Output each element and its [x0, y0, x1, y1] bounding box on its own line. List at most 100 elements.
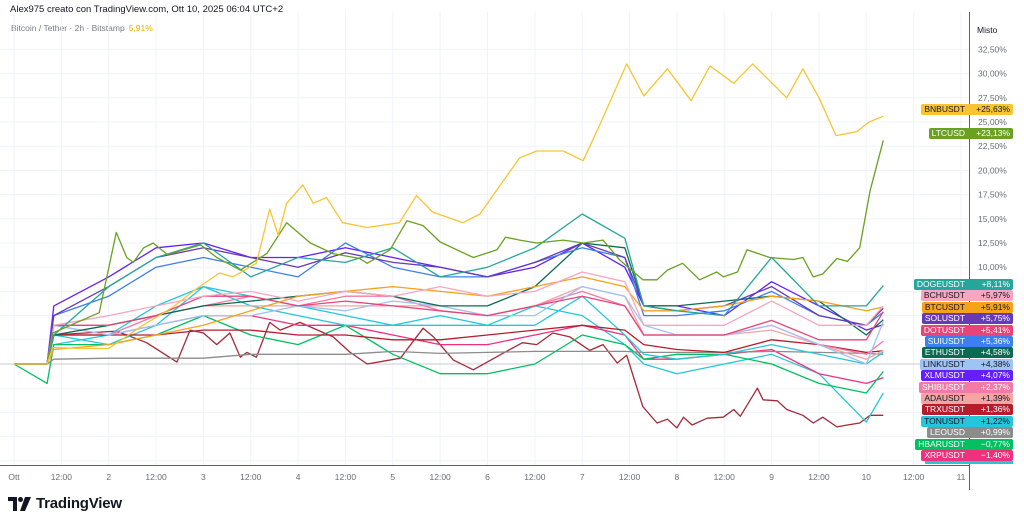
- series-line-btcusdt[interactable]: [14, 276, 884, 365]
- x-tick-label: 10: [862, 472, 872, 482]
- tradingview-logo-icon: [8, 496, 31, 511]
- symbol-legend[interactable]: Bitcoin / Tether · 2h · Bitstamp 5,91%: [11, 23, 153, 33]
- price-label-value: −0,77%: [968, 438, 1013, 450]
- price-label-xrpusdt: XRPUSDT −1,40%: [921, 450, 1013, 461]
- y-tick-label: 20,00%: [978, 165, 1007, 175]
- price-label-ethusdt: ETHUSDT +4,58%: [921, 347, 1013, 359]
- price-label-symbol: ETHUSDT: [921, 347, 968, 359]
- price-label-adausdt: ADAUSDT +1,39%: [921, 393, 1013, 404]
- series-line-solusdt[interactable]: [14, 242, 884, 365]
- x-tick-label: 11: [957, 472, 966, 482]
- x-tick-label: 12:00: [619, 472, 641, 482]
- price-label-symbol: DOTUSDT: [920, 324, 968, 336]
- price-label-symbol: BTCUSDT: [921, 301, 968, 313]
- series-line-trxusdt[interactable]: [14, 324, 884, 365]
- x-tick-label: 12:00: [903, 472, 925, 482]
- price-label-value: +8,11%: [968, 279, 1013, 290]
- price-label-value: +25,63%: [968, 104, 1013, 115]
- series-line-bchusdt[interactable]: [14, 271, 884, 365]
- y-tick-label: 32,50%: [978, 44, 1007, 54]
- x-tick-label: Ott: [8, 472, 20, 482]
- price-label-value: +4,58%: [968, 347, 1013, 359]
- price-label-value: +1,22%: [968, 415, 1013, 427]
- price-label-cutoff: [925, 461, 1013, 465]
- x-tick-label: 7: [580, 472, 585, 482]
- x-tick-label: 12:00: [430, 472, 452, 482]
- price-label-value: +1,39%: [968, 393, 1013, 404]
- y-tick-label: 30,00%: [978, 69, 1007, 79]
- x-tick-label: 12:00: [145, 472, 167, 482]
- x-tick-label: 12:00: [240, 472, 262, 482]
- price-label-hbarusdt: HBARUSDT −0,77%: [915, 438, 1013, 450]
- tradingview-logo[interactable]: TradingView: [8, 495, 122, 512]
- x-tick-label: 12:00: [51, 472, 73, 482]
- price-label-value: +2,37%: [968, 381, 1013, 393]
- scale-mode-label[interactable]: Misto: [977, 25, 998, 35]
- price-label-value: +5,36%: [968, 336, 1013, 347]
- price-label-symbol: XLMUSDT: [921, 370, 968, 382]
- price-label-symbol: LINKUSDT: [919, 358, 968, 370]
- price-label-bchusdt: BCHUSDT +5,97%: [920, 290, 1013, 302]
- y-axis-ticks: 32,50% 30,00% 27,50% 25,00% 22,50% 20,00% 17,5…: [978, 44, 1007, 272]
- price-label-value: +5,41%: [968, 324, 1013, 336]
- price-label-symbol: BCHUSDT: [920, 290, 968, 302]
- series-line-unlabeled-19[interactable]: [14, 321, 884, 429]
- price-label-symbol: XRPUSDT: [921, 450, 968, 461]
- series-line-xlmusdt[interactable]: [14, 242, 884, 365]
- y-tick-label: 25,00%: [978, 117, 1007, 127]
- series-line-dogeusdt[interactable]: [14, 213, 884, 365]
- series-line-dotusdt[interactable]: [14, 295, 884, 365]
- price-label-symbol: DOGEUSDT: [913, 279, 968, 290]
- price-label-value: −1,40%: [968, 450, 1013, 461]
- price-label-symbol: TRXUSDT: [921, 404, 968, 416]
- price-label-value: +5,91%: [968, 301, 1013, 313]
- x-tick-label: 12:00: [714, 472, 736, 482]
- price-label-symbol: HBARUSDT: [915, 438, 968, 450]
- x-tick-label: 9: [769, 472, 774, 482]
- price-label-value: +5,97%: [968, 290, 1013, 302]
- price-label-value: +0,99%: [968, 427, 1013, 439]
- price-label-shibusdt: SHIBUSDT +2,37%: [919, 381, 1013, 393]
- x-tick-label: 5: [390, 472, 395, 482]
- series-line-ltcusd[interactable]: [14, 140, 884, 365]
- y-tick-label: 17,50%: [978, 190, 1007, 200]
- price-label-leousd: LEOUSD +0,99%: [927, 427, 1013, 439]
- price-label-symbol: SHIBUSDT: [919, 381, 968, 393]
- series-line-suiusdt[interactable]: [14, 242, 884, 365]
- chart-header-title: Alex975 creato con TradingView.com, Ott …: [10, 4, 284, 15]
- price-label-symbol: SOLUSDT: [921, 313, 968, 325]
- series-line-linkusdt[interactable]: [14, 285, 884, 365]
- series-lines: [13, 63, 884, 429]
- y-tick-label: 10,00%: [978, 262, 1007, 272]
- series-line-bnbusdt[interactable]: [14, 63, 884, 365]
- price-label-symbol: ADAUSDT: [921, 393, 968, 404]
- price-label-ltcusd: LTCUSD +23,13%: [928, 128, 1013, 139]
- price-label-value: +4,38%: [968, 358, 1013, 370]
- price-label-symbol: TONUSDT: [921, 415, 968, 427]
- x-tick-label: 12:00: [808, 472, 830, 482]
- x-axis-ticks: Ott 12:00 2 12:00 3 12:00 4 12:00 5 12:00 6 12:00 7 1…: [8, 472, 965, 482]
- price-chart[interactable]: Misto 32,50% 30,00% 27,50% 25,00% 22,50% 20,0…: [0, 0, 1024, 490]
- series-line-leousd[interactable]: [14, 350, 884, 365]
- price-label-symbol: BNBUSDT: [921, 104, 968, 115]
- y-tick-label: 15,00%: [978, 214, 1007, 224]
- grid: [0, 12, 969, 465]
- price-label-tonusdt: TONUSDT +1,22%: [921, 415, 1013, 427]
- price-label-value: +4,07%: [968, 370, 1013, 382]
- tradingview-wordmark: TradingView: [36, 495, 122, 512]
- x-tick-label: 12:00: [524, 472, 546, 482]
- price-label-value: +5,75%: [968, 313, 1013, 325]
- price-label-bnbusdt: BNBUSDT +25,63%: [921, 104, 1013, 115]
- price-label-dogeusdt: DOGEUSDT +8,11%: [913, 279, 1013, 290]
- x-tick-label: 3: [201, 472, 206, 482]
- price-label-value: +1,36%: [968, 404, 1013, 416]
- price-label-value: +23,13%: [968, 128, 1013, 139]
- price-label-symbol: LTCUSD: [928, 128, 968, 139]
- price-label-solusdt: SOLUSDT +5,75%: [921, 313, 1013, 325]
- series-line-ethusdt[interactable]: [14, 242, 884, 365]
- price-label-symbol: SUIUSDT: [924, 336, 968, 347]
- y-tick-label: 27,50%: [978, 93, 1007, 103]
- y-tick-label: 22,50%: [978, 141, 1007, 151]
- symbol-description: Bitcoin / Tether · 2h · Bitstamp: [11, 23, 125, 33]
- symbol-change: 5,91%: [128, 23, 153, 33]
